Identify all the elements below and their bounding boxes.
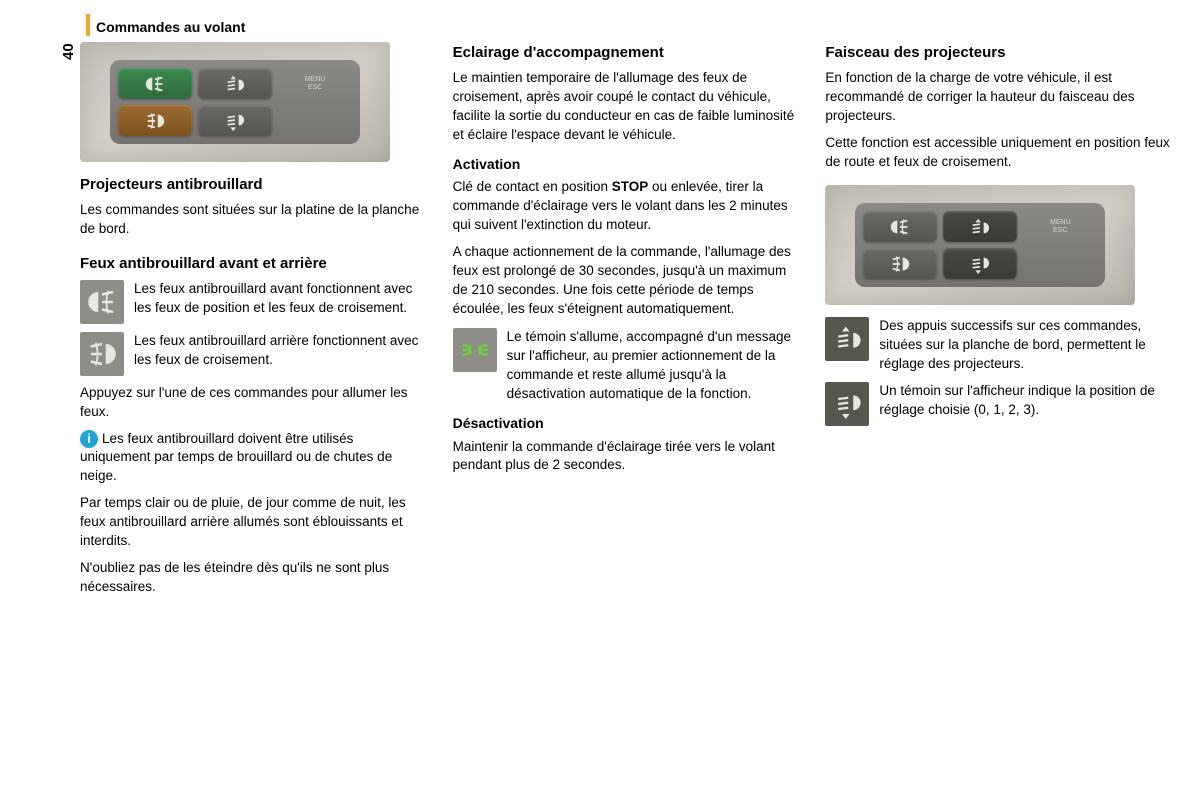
beam-adjust-text: Des appuis successifs sur ces commandes,… <box>879 317 1170 374</box>
front-fog-text: Les feux antibrouillard avant fonctionne… <box>134 280 425 318</box>
beam-heading: Faisceau des projecteurs <box>825 42 1170 63</box>
accomp-heading: Eclairage d'accompagnement <box>453 42 798 63</box>
fog-heading: Projecteurs antibrouillard <box>80 174 425 195</box>
witness-row: Le témoin s'allume, accompagné d'un mess… <box>453 328 798 404</box>
activation-timing: A chaque actionnement de la commande, l'… <box>453 243 798 319</box>
beam-control-photo: MENU ESC <box>825 185 1135 305</box>
deactivation-heading: Désactivation <box>453 414 798 434</box>
beam-cond: Cette fonction est accessible uniquement… <box>825 134 1170 172</box>
front-fog-icon <box>80 280 124 324</box>
beam-indicator-row: Un témoin sur l'afficheur indique la pos… <box>825 382 1170 426</box>
column-3: Faisceau des projecteurs En fonction de … <box>825 42 1170 605</box>
column-2: Eclairage d'accompagnement Le maintien t… <box>453 42 798 605</box>
rear-fog-icon <box>80 332 124 376</box>
headlight-up-button <box>198 68 272 99</box>
rear-fog-text: Les feux antibrouillard arrière fonction… <box>134 332 425 370</box>
column-1: MENU ESC Projecteurs antibrouillard Les … <box>80 42 425 605</box>
content-columns: MENU ESC Projecteurs antibrouillard Les … <box>80 42 1170 605</box>
button-panel: MENU ESC <box>110 60 360 144</box>
page-number: 40 <box>58 43 79 60</box>
beam-adjust-row: Des appuis successifs sur ces commandes,… <box>825 317 1170 374</box>
front-fog-button <box>118 68 192 99</box>
menu-esc-button: MENU ESC <box>278 68 352 99</box>
deactivation-desc: Maintenir la commande d'éclairage tirée … <box>453 438 798 476</box>
beam-down-icon <box>825 382 869 426</box>
activation-desc: Clé de contact en position STOP ou enlev… <box>453 178 798 235</box>
front-fog-button-2 <box>863 211 937 242</box>
info-icon: i <box>80 430 98 448</box>
menu-esc-button-2: MENU ESC <box>1023 211 1097 242</box>
rear-fog-button <box>118 105 192 136</box>
rear-fog-button-2 <box>863 248 937 279</box>
headlight-down-button-hl <box>943 248 1017 279</box>
beam-indicator-text: Un témoin sur l'afficheur indique la pos… <box>879 382 1170 420</box>
fog-reminder: N'oubliez pas de les éteindre dès qu'ils… <box>80 559 425 597</box>
activation-heading: Activation <box>453 155 798 175</box>
fog-intro: Les commandes sont situées sur la platin… <box>80 201 425 239</box>
beam-up-icon <box>825 317 869 361</box>
fog-warning: Par temps clair ou de pluie, de jour com… <box>80 494 425 551</box>
fog-press: Appuyez sur l'une de ces commandes pour … <box>80 384 425 422</box>
fog-light-control-photo: MENU ESC <box>80 42 390 162</box>
witness-text: Le témoin s'allume, accompagné d'un mess… <box>507 328 798 404</box>
button-panel-2: MENU ESC <box>855 203 1105 287</box>
rear-fog-row: Les feux antibrouillard arrière fonction… <box>80 332 425 376</box>
fog-info: iLes feux antibrouillard doivent être ut… <box>80 430 425 487</box>
beam-desc: En fonction de la charge de votre véhicu… <box>825 69 1170 126</box>
headlight-down-button <box>198 105 272 136</box>
front-fog-row: Les feux antibrouillard avant fonctionne… <box>80 280 425 324</box>
headlight-up-button-hl <box>943 211 1017 242</box>
section-header: Commandes au volant <box>80 18 245 38</box>
accomp-desc: Le maintien temporaire de l'allumage des… <box>453 69 798 145</box>
follow-me-home-icon <box>453 328 497 372</box>
fog-front-rear-heading: Feux antibrouillard avant et arrière <box>80 253 425 274</box>
